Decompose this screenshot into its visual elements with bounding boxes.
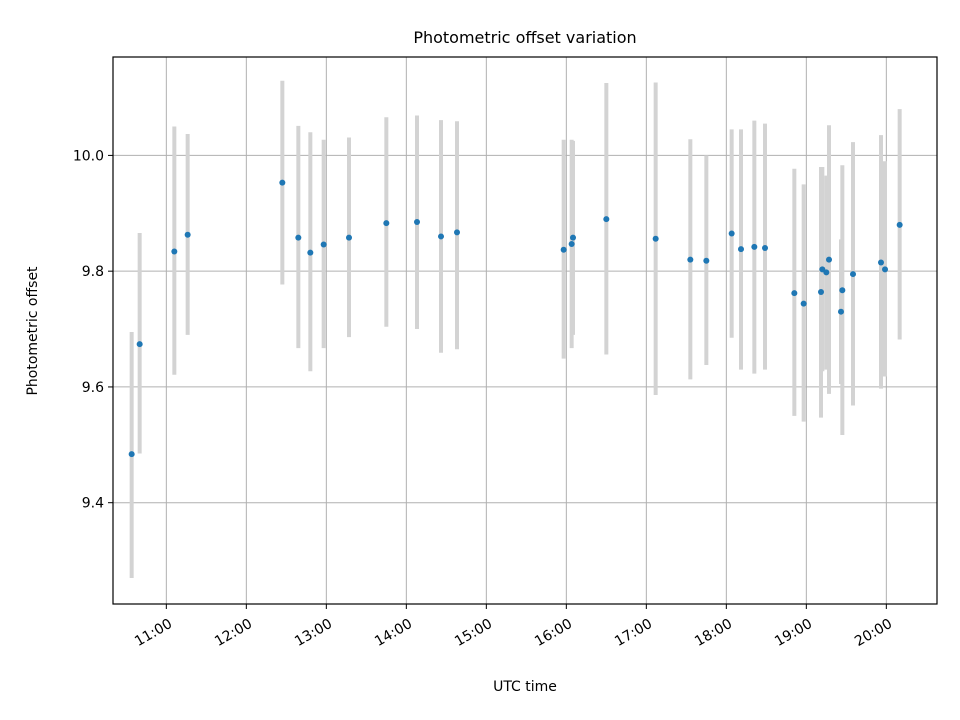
data-point <box>791 290 798 297</box>
data-point <box>878 259 884 266</box>
x-tick-label: 16:00 <box>532 616 575 650</box>
data-point <box>838 308 844 315</box>
x-axis-ticks: 11:00 12:00 13:00 14:00 15:00 16:00 17:00 18:00… <box>132 604 895 650</box>
data-point <box>184 231 191 238</box>
data-point <box>652 235 659 242</box>
data-point <box>414 218 420 225</box>
data-point <box>823 269 830 276</box>
data-point <box>850 271 856 278</box>
y-axis-label: Photometric offset <box>25 266 41 396</box>
chart-title: Photometric offset variation <box>413 28 636 47</box>
x-tick-label: 18:00 <box>692 616 735 650</box>
y-tick-label: 9.8 <box>82 264 104 280</box>
grid-lines <box>113 57 937 604</box>
data-point <box>687 256 694 263</box>
x-axis-label: UTC time <box>493 679 557 695</box>
data-point <box>171 248 178 255</box>
data-point <box>128 451 135 458</box>
data-point <box>703 257 710 264</box>
plot-frame <box>112 56 938 605</box>
data-point <box>560 246 567 253</box>
data-point <box>603 216 610 223</box>
data-point <box>136 341 143 348</box>
data-point <box>738 246 744 253</box>
x-tick-label: 17:00 <box>612 616 655 650</box>
data-point <box>882 266 888 273</box>
x-tick-label: 19:00 <box>772 616 815 650</box>
data-point <box>818 289 824 296</box>
data-points <box>128 179 903 458</box>
data-point <box>307 249 314 256</box>
data-point <box>570 234 576 241</box>
x-tick-label: 14:00 <box>372 616 415 650</box>
x-tick-label: 15:00 <box>452 616 495 650</box>
data-point <box>839 287 846 294</box>
data-point <box>279 179 286 186</box>
data-point <box>454 229 460 236</box>
x-tick-label: 20:00 <box>852 616 895 650</box>
data-point <box>568 240 575 247</box>
data-point <box>320 241 327 248</box>
data-point <box>762 245 768 252</box>
data-point <box>826 256 832 263</box>
data-point <box>800 300 807 307</box>
data-point <box>751 243 758 250</box>
data-point <box>383 220 390 227</box>
data-point <box>438 233 444 240</box>
y-tick-label: 10.0 <box>73 148 104 164</box>
data-point <box>346 234 352 241</box>
x-tick-label: 11:00 <box>132 616 175 650</box>
data-point <box>896 221 903 228</box>
y-tick-label: 9.4 <box>82 496 104 512</box>
x-tick-label: 13:00 <box>292 616 335 650</box>
y-axis-ticks: 9.4 9.6 9.8 10.0 <box>73 148 113 512</box>
data-point <box>295 234 302 241</box>
data-point <box>728 230 735 237</box>
x-tick-label: 12:00 <box>212 616 255 650</box>
y-tick-label: 9.6 <box>82 380 104 396</box>
